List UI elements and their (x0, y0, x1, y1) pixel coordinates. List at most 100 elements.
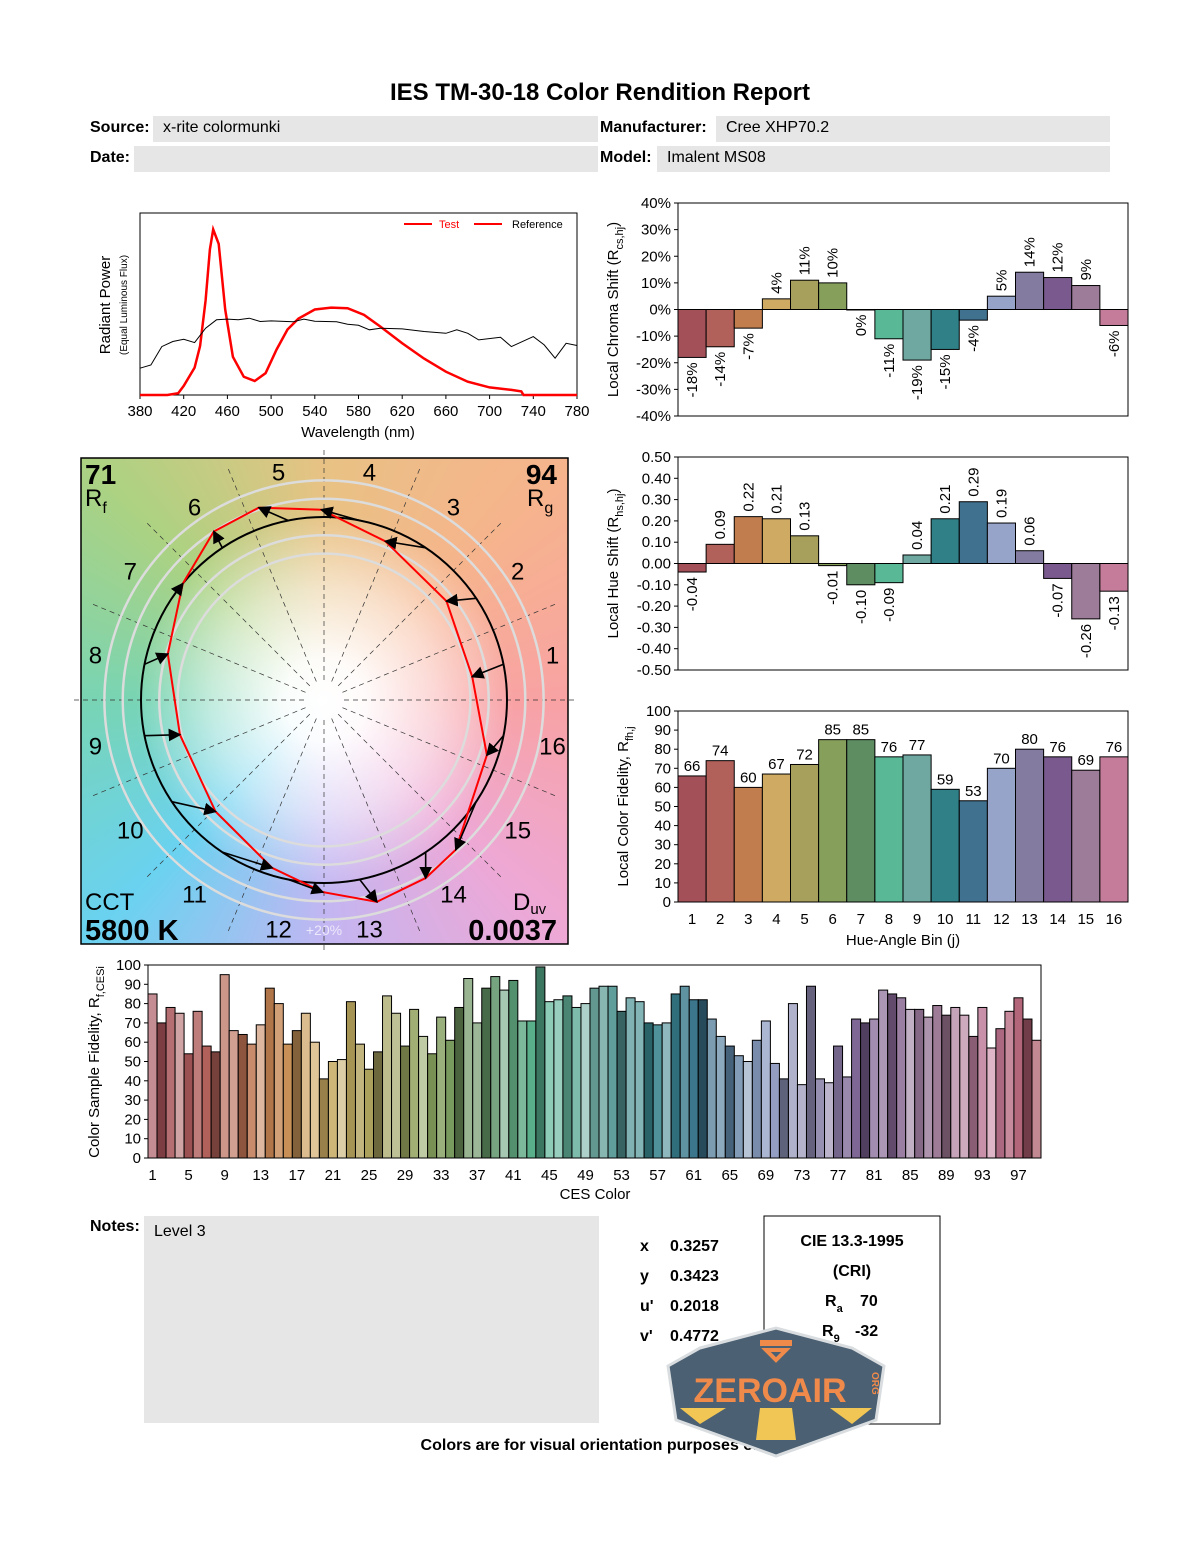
bar-label: 76 (881, 739, 898, 756)
rg-label: Rg (527, 485, 553, 517)
x-tick-label: 13 (1021, 911, 1038, 928)
rg-sub: g (544, 500, 553, 517)
x-tick-label: 85 (902, 1167, 919, 1184)
x-tick-label: 9 (913, 911, 921, 928)
bar (902, 309, 932, 361)
bar (499, 989, 510, 1159)
spectrum-ylabel: Radiant Power (97, 256, 114, 354)
bar (697, 999, 708, 1159)
bin-label: 13 (356, 917, 383, 944)
x-tick-label: 5 (800, 911, 808, 928)
bin-label: 1 (546, 643, 559, 670)
bar (874, 309, 904, 340)
y-tick-label: 50 (654, 799, 671, 816)
bar-label: 0.09 (712, 510, 729, 539)
bar (183, 1053, 194, 1159)
v-prime-label: v' (640, 1328, 653, 1345)
bar (589, 987, 600, 1159)
bar (958, 501, 988, 565)
bar (345, 1001, 356, 1159)
bin-label: 6 (188, 494, 201, 521)
x-tick-label: 1 (688, 911, 696, 928)
bar (1099, 563, 1129, 592)
x-tick-label: 21 (325, 1167, 342, 1184)
bar (652, 1024, 663, 1159)
y-tick-label: -10% (636, 328, 671, 345)
bar (760, 1020, 771, 1159)
shift-arrow (485, 735, 505, 757)
bar (264, 987, 275, 1159)
x-tick-label: 500 (259, 403, 284, 420)
chroma-ylabel: Local Chroma Shift (Rcs,hj) (605, 222, 626, 397)
x-tick-label: 61 (685, 1167, 702, 1184)
bar (715, 1035, 726, 1159)
bar (1031, 1039, 1042, 1159)
bar-label: -11% (881, 344, 898, 378)
zeroair-logo: ZEROAIR ORG (666, 1326, 886, 1458)
manufacturer-label: Manufacturer: (600, 119, 707, 136)
y-tick-label: 0 (663, 894, 671, 911)
bar (1071, 563, 1101, 620)
bar (508, 979, 519, 1159)
bar (282, 1043, 293, 1159)
bar (300, 1012, 311, 1159)
x-tick-label: 660 (433, 403, 458, 420)
bar (580, 1003, 591, 1159)
bar (490, 976, 501, 1159)
bar-label: -14% (712, 352, 729, 387)
bin-label: 11 (182, 882, 207, 909)
y-tick-label: 10% (641, 275, 671, 292)
bar (742, 1061, 753, 1159)
bar (851, 1018, 862, 1159)
x-tick-label: 1 (148, 1167, 156, 1184)
x-tick-label: 53 (613, 1167, 630, 1184)
ylabel-main: Local Hue Shift (R (605, 517, 622, 639)
chroma-shift-chart: -40% -30% -20% -10% 0% 10% 20% 30% 40% -18% -14% -7… (605, 195, 1129, 425)
bar (400, 1045, 411, 1159)
v-prime-value: 0.4772 (670, 1328, 719, 1345)
logo-triangle (761, 1348, 791, 1363)
bar (210, 1051, 221, 1159)
shift-arrow (444, 593, 477, 607)
ylabel-sub: cs,hj (614, 227, 626, 250)
bin-divider (337, 522, 502, 687)
shift-arrow (288, 878, 325, 895)
bar-label: 66 (684, 758, 701, 775)
bar (291, 1030, 302, 1159)
bar (1015, 271, 1045, 311)
bar (724, 1045, 735, 1159)
bar (790, 535, 820, 564)
spectrum-chart: Radiant Power (Equal Luminous Flux) Wave… (97, 212, 590, 441)
x-tick-label: 11 (966, 911, 982, 928)
bar (192, 1010, 203, 1159)
y-tick-label: 100 (646, 703, 671, 720)
bar (562, 995, 573, 1159)
rf-value: 71 (85, 459, 116, 490)
x-tick-label: 9 (220, 1167, 228, 1184)
x-tick-label: 89 (938, 1167, 955, 1184)
y-tick-label: 20 (654, 856, 671, 873)
ra-label: Ra (825, 1293, 844, 1315)
y-tick-label: 0 (133, 1150, 141, 1167)
bar-label: 9% (1078, 259, 1095, 281)
ces-ylabel: Color Sample Fidelity, Rf,CESi (86, 966, 107, 1158)
bar (228, 1030, 239, 1159)
ylabel-sub: fh,j (624, 726, 636, 741)
spectrum-ylabel-sub: (Equal Luminous Flux) (119, 255, 130, 355)
bar-label: 12% (1050, 243, 1067, 273)
bar (914, 1008, 925, 1159)
y-tick-label: 80 (124, 996, 141, 1013)
bar-label: -0.09 (881, 588, 898, 622)
bar-label: 5% (993, 270, 1010, 292)
bin-divider (146, 522, 311, 687)
bin-label: 10 (117, 817, 144, 844)
bar-label: -18% (684, 362, 701, 397)
legend-test-label: Test (439, 219, 459, 231)
shift-arrow (170, 582, 184, 599)
y-tick-label: 0.40 (642, 470, 671, 487)
bar-label: 0.21 (937, 485, 954, 514)
bar (1043, 563, 1073, 579)
x-tick-label: 620 (390, 403, 415, 420)
series-test (140, 224, 577, 397)
x-tick-label: 580 (346, 403, 371, 420)
